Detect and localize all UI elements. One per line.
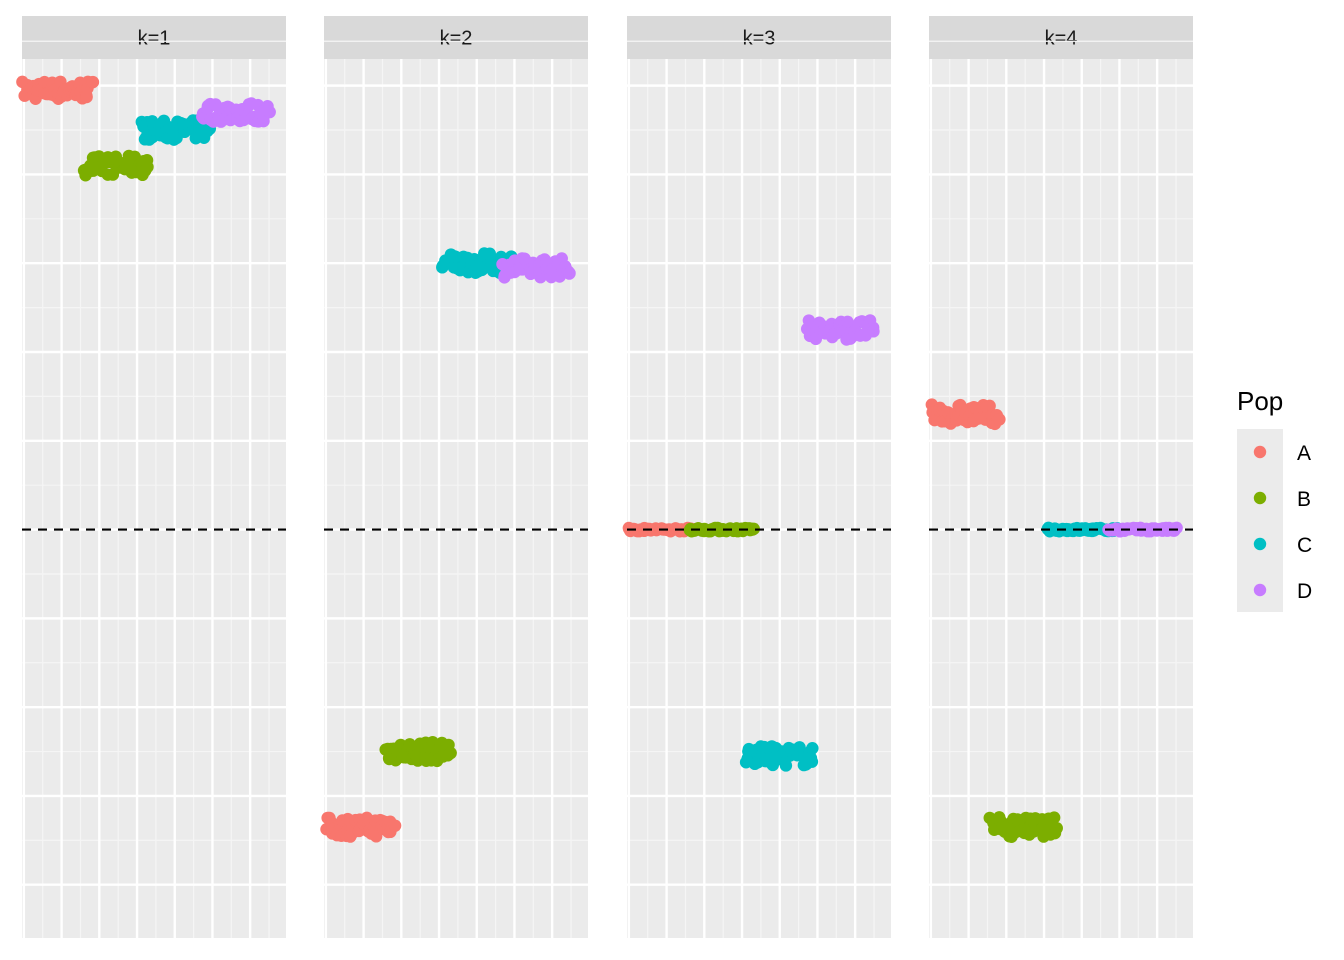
facet-panels: k=1 k=2 k=3 k=4 bbox=[16, 16, 1193, 938]
legend-key-A bbox=[1253, 445, 1267, 459]
data-point-C bbox=[804, 751, 818, 765]
legend-key-background bbox=[1237, 429, 1283, 612]
data-point-B bbox=[747, 522, 760, 536]
facet-label: k=2 bbox=[440, 28, 473, 50]
data-point-D bbox=[1170, 521, 1183, 535]
data-point-D bbox=[257, 114, 270, 128]
legend-title: Pop bbox=[1237, 386, 1283, 416]
facet-strip bbox=[324, 16, 588, 59]
data-point-B bbox=[1050, 821, 1063, 835]
data-point-B bbox=[444, 746, 457, 760]
legend-label-D: D bbox=[1297, 580, 1312, 603]
facet-panel: k=2 bbox=[320, 16, 588, 938]
facet-panel: k=3 bbox=[622, 16, 891, 938]
legend-label-B: B bbox=[1297, 488, 1311, 511]
facet-panel: k=4 bbox=[925, 16, 1193, 938]
legend-key-C bbox=[1253, 537, 1267, 551]
facet-strip bbox=[929, 16, 1193, 59]
data-point-B bbox=[1047, 811, 1061, 824]
data-point-A bbox=[86, 75, 100, 89]
data-point-A bbox=[388, 819, 402, 832]
facet-strip bbox=[22, 16, 286, 59]
facet-label: k=3 bbox=[743, 28, 776, 50]
data-point-C bbox=[779, 759, 793, 772]
data-point-D bbox=[809, 332, 823, 346]
legend-key-D bbox=[1253, 583, 1267, 597]
panel-background bbox=[324, 59, 588, 938]
facet-label: k=4 bbox=[1045, 28, 1078, 50]
legend-label-A: A bbox=[1297, 442, 1311, 465]
data-point-C bbox=[806, 742, 819, 755]
panel-background bbox=[627, 59, 891, 938]
panel-background bbox=[929, 59, 1193, 938]
facet-panel: k=1 bbox=[16, 16, 286, 938]
facet-label: k=1 bbox=[138, 28, 171, 50]
legend-key-B bbox=[1253, 491, 1267, 505]
data-point-D bbox=[867, 325, 880, 338]
data-point-D bbox=[563, 266, 576, 280]
data-point-B bbox=[140, 154, 154, 167]
panel-background bbox=[22, 59, 286, 938]
data-point-D bbox=[263, 105, 276, 119]
legend-label-C: C bbox=[1297, 534, 1312, 557]
facet-strip bbox=[627, 16, 891, 59]
data-point-A bbox=[993, 413, 1006, 426]
